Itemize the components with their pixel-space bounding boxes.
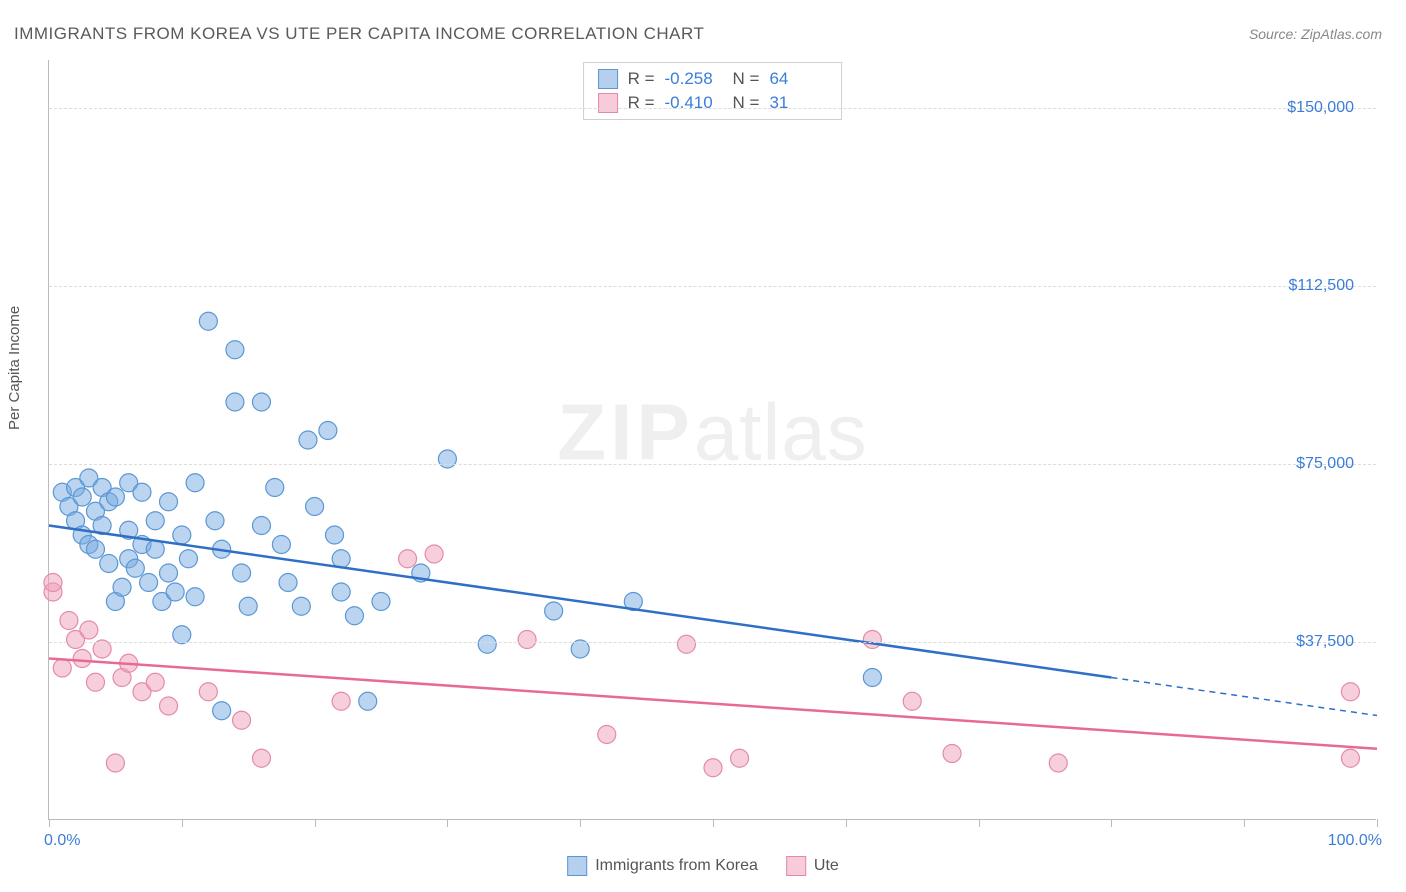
gridline	[49, 108, 1376, 109]
legend-item-ute: Ute	[786, 856, 839, 876]
y-tick-label: $150,000	[1287, 99, 1354, 117]
gridline	[49, 464, 1376, 465]
y-axis-label: Per Capita Income	[6, 306, 23, 430]
y-tick-label: $37,500	[1296, 633, 1354, 651]
x-tick	[846, 819, 847, 827]
y-tick-label: $75,000	[1296, 455, 1354, 473]
plot-area: ZIPatlas R = -0.258 N = 64 R = -0.410 N …	[48, 60, 1376, 820]
x-tick	[182, 819, 183, 827]
x-tick	[1244, 819, 1245, 827]
x-max-label: 100.0%	[1328, 832, 1382, 850]
x-tick	[1377, 819, 1378, 827]
source-attribution: Source: ZipAtlas.com	[1249, 26, 1382, 42]
chart-svg	[49, 60, 1376, 819]
x-tick	[1111, 819, 1112, 827]
x-tick	[979, 819, 980, 827]
chart-title: IMMIGRANTS FROM KOREA VS UTE PER CAPITA …	[14, 24, 704, 44]
legend-label-korea: Immigrants from Korea	[595, 857, 758, 875]
swatch-pink	[786, 856, 806, 876]
x-tick	[580, 819, 581, 827]
series-legend: Immigrants from Korea Ute	[567, 856, 839, 876]
x-tick	[713, 819, 714, 827]
legend-item-korea: Immigrants from Korea	[567, 856, 758, 876]
gridline	[49, 642, 1376, 643]
legend-label-ute: Ute	[814, 857, 839, 875]
swatch-blue	[567, 856, 587, 876]
y-tick-label: $112,500	[1288, 277, 1354, 295]
x-min-label: 0.0%	[44, 832, 80, 850]
x-tick	[447, 819, 448, 827]
x-tick	[49, 819, 50, 827]
gridline	[49, 286, 1376, 287]
x-tick	[315, 819, 316, 827]
